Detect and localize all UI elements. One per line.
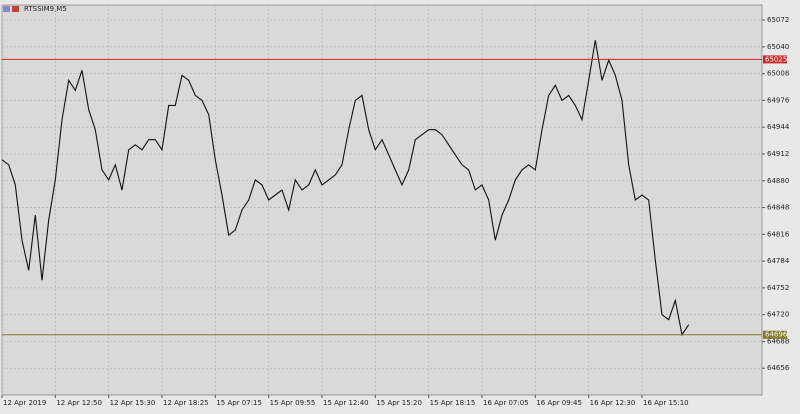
price-level-label: 64696 [765,331,788,339]
price-level-label: 65025 [765,55,787,63]
x-tick-label: 15 Apr 09:55 [270,399,316,407]
x-tick-label: 16 Apr 07:05 [483,399,529,407]
x-tick-label: 12 Apr 18:25 [163,399,209,407]
y-tick-label: 64720 [767,311,789,319]
x-tick-label: 15 Apr 15:20 [376,399,422,407]
price-level-tag [763,55,787,64]
y-tick-label: 64784 [767,257,790,265]
y-tick-label: 64656 [767,364,790,372]
x-tick-label: 16 Apr 15:10 [643,399,689,407]
y-tick-label: 64976 [767,96,790,104]
symbol-icon [12,6,19,12]
y-tick-label: 64848 [767,204,789,212]
x-tick-label: 15 Apr 12:40 [323,399,369,407]
x-tick-label: 12 Apr 15:30 [110,399,156,407]
y-tick-label: 65008 [767,70,789,78]
x-tick-label: 15 Apr 18:15 [430,399,476,407]
y-tick-label: 64816 [767,230,790,238]
y-tick-label: 65072 [767,16,789,24]
x-tick-label: 12 Apr 12:50 [56,399,102,407]
window-icon [3,6,10,12]
y-tick-label: 64688 [767,337,789,345]
y-tick-label: 64912 [767,150,789,158]
chart-title: RTSSIM9,M5 [24,5,67,13]
x-tick-label: 16 Apr 12:30 [590,399,636,407]
price-level-tag [763,330,787,339]
y-tick-label: 64880 [767,177,789,185]
y-tick-label: 64752 [767,284,789,292]
x-tick-label: 16 Apr 09:45 [536,399,582,407]
x-tick-label: 15 Apr 07:15 [216,399,262,407]
y-tick-label: 65040 [767,43,789,51]
price-line [1,40,690,337]
x-tick-label: 12 Apr 2019 [3,399,46,407]
y-tick-label: 64944 [767,123,790,131]
